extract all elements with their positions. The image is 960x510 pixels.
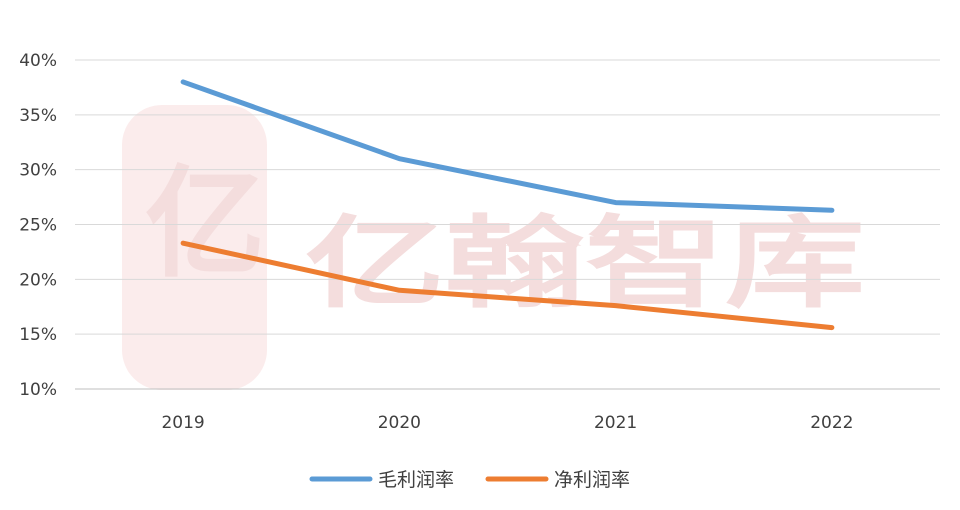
y-tick-label: 35% bbox=[19, 106, 57, 126]
y-axis: 40% 35% 30% 25% 20% 15% 10% bbox=[19, 51, 57, 400]
y-tick-label: 20% bbox=[19, 270, 57, 290]
legend-item-net-margin: 净利润率 bbox=[485, 469, 630, 491]
legend: 毛利润率 净利润率 bbox=[309, 469, 630, 491]
y-tick-label: 15% bbox=[19, 325, 57, 345]
series-line-0 bbox=[180, 79, 835, 213]
legend-label-net-margin: 净利润率 bbox=[554, 469, 630, 491]
x-tick-label: 2020 bbox=[378, 413, 421, 433]
x-tick-label: 2021 bbox=[594, 413, 637, 433]
x-axis: 2019 2020 2021 2022 bbox=[161, 413, 853, 433]
legend-item-gross-margin: 毛利润率 bbox=[309, 469, 454, 491]
y-tick-label: 10% bbox=[19, 380, 57, 400]
y-tick-label: 40% bbox=[19, 51, 57, 71]
x-tick-label: 2022 bbox=[810, 413, 853, 433]
legend-label-gross-margin: 毛利润率 bbox=[378, 469, 454, 491]
gridlines bbox=[75, 59, 940, 390]
x-tick-label: 2019 bbox=[161, 413, 204, 433]
y-tick-label: 30% bbox=[19, 161, 57, 181]
y-tick-label: 25% bbox=[19, 216, 57, 236]
watermark: 亿 亿翰智库 bbox=[122, 105, 865, 390]
series-lines bbox=[180, 79, 835, 331]
series-line-1 bbox=[180, 240, 835, 331]
